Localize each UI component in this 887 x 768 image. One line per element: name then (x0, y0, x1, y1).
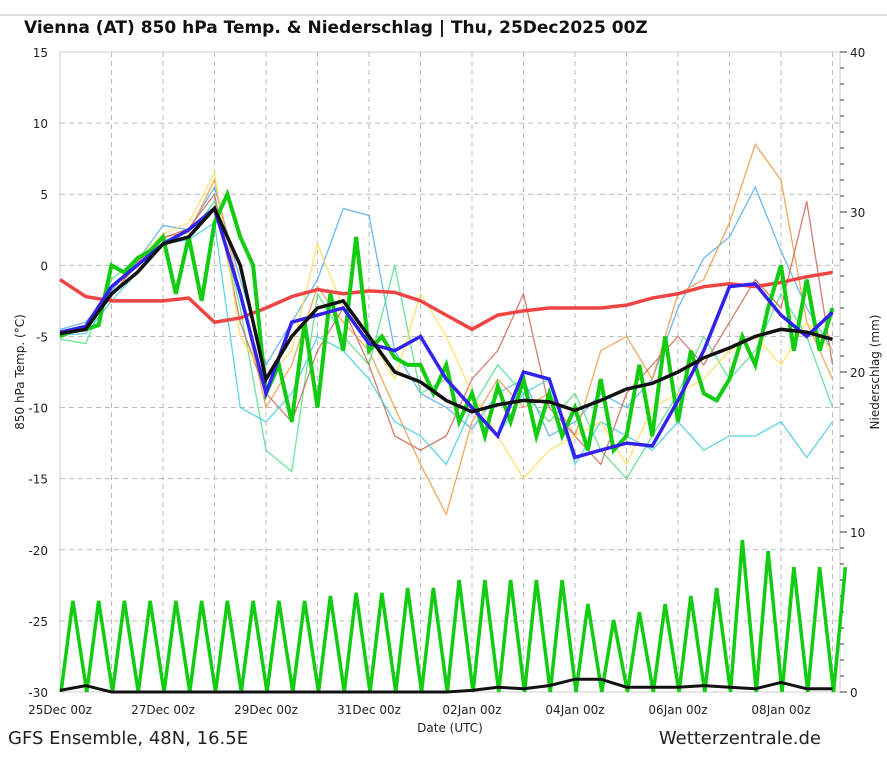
climate-mean-line (59, 270, 833, 332)
x-tick-label: 08Jan 00z (751, 703, 810, 717)
footer-model-info: GFS Ensemble, 48N, 16.5E (8, 728, 249, 749)
y-tick-label: 10 (33, 117, 48, 131)
ensemble-member-line (59, 199, 834, 480)
top-divider (0, 14, 887, 16)
footer-source: Wetterzentrale.de (658, 728, 821, 749)
y-tick-label: 15 (33, 46, 48, 60)
y-tick-label: -25 (28, 615, 48, 629)
y-tick-label: 5 (40, 188, 48, 202)
y-tick-label: 0 (40, 259, 48, 273)
y2-axis-label: Niederschlag (mm) (868, 315, 882, 430)
x-tick-label: 04Jan 00z (545, 703, 604, 717)
x-tick-label: 29Dec 00z (234, 703, 298, 717)
y2-tick-label: 10 (850, 526, 865, 540)
y2-tick-label: 30 (850, 206, 865, 220)
x-tick-label: 27Dec 00z (131, 703, 195, 717)
x-tick-label: 25Dec 00z (28, 703, 92, 717)
precip-control-line (59, 539, 848, 693)
y2-tick-label: 0 (850, 686, 858, 700)
ensemble-mean-line (59, 205, 833, 414)
y-axis-label: 850 hPa Temp. (°C) (13, 314, 27, 430)
y2-tick-label: 40 (850, 46, 865, 60)
y-tick-label: -30 (28, 686, 48, 700)
operational-run-line (59, 205, 834, 460)
x-tick-label: 06Jan 00z (648, 703, 707, 717)
plot-frame (59, 51, 841, 693)
y-tick-label: -15 (28, 473, 48, 487)
x-tick-label: 31Dec 00z (337, 703, 401, 717)
x-tick-label: 02Jan 00z (442, 703, 501, 717)
chart-title: Vienna (AT) 850 hPa Temp. & Niederschlag… (24, 18, 648, 38)
y-tick-label: -20 (28, 544, 48, 558)
ensemble-member-line (59, 170, 833, 480)
y2-tick-label: 20 (850, 366, 865, 380)
y-tick-label: -5 (36, 330, 48, 344)
y-tick-label: -10 (28, 402, 48, 416)
precip-mean-line (59, 677, 833, 694)
x-axis-label: Date (UTC) (417, 721, 483, 735)
ensemble-member-line (59, 143, 834, 516)
